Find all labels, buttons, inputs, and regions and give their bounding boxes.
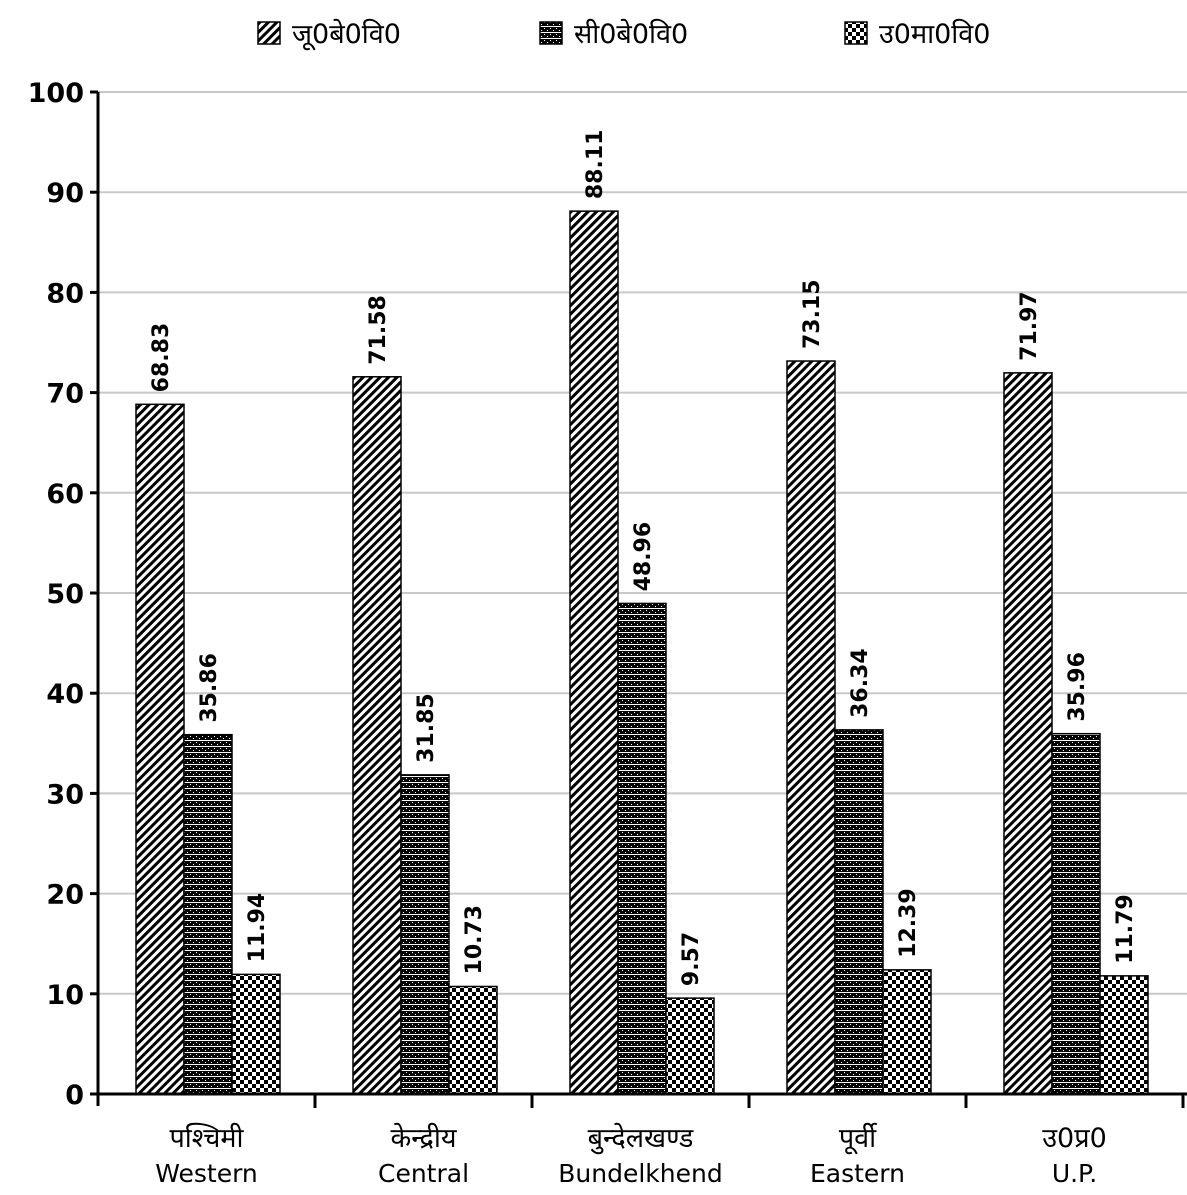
data-label: 88.11 <box>583 130 608 200</box>
bar <box>400 774 450 1095</box>
legend-swatch <box>844 21 868 45</box>
y-tick-label: 40 <box>46 679 84 710</box>
data-label: 35.96 <box>1065 652 1090 722</box>
data-label: 68.83 <box>149 323 174 393</box>
y-tick-label: 10 <box>46 980 84 1011</box>
category-label-hindi: बुन्देलखण्ड <box>588 1122 694 1155</box>
data-label: 11.79 <box>1113 894 1138 964</box>
legend-label: सी0बे0वि0 <box>574 18 688 50</box>
y-tick-label: 50 <box>46 579 84 610</box>
bar <box>231 973 281 1095</box>
category-label-english: Western <box>155 1159 258 1188</box>
legend: जू0बे0वि0 सी0बे0वि0 उ0मा0वि0 <box>257 18 990 51</box>
data-label: 48.96 <box>631 522 656 592</box>
category-label-english: Eastern <box>810 1159 905 1188</box>
bar <box>1099 975 1149 1095</box>
legend-label: उ0मा0वि0 <box>879 18 990 50</box>
legend-swatch <box>539 21 563 45</box>
category-label-english: Central <box>378 1159 469 1188</box>
bar <box>569 210 619 1095</box>
data-label: 11.94 <box>245 893 270 963</box>
bar <box>1003 372 1053 1095</box>
y-tick-label: 60 <box>46 479 84 510</box>
data-label: 9.57 <box>679 932 704 986</box>
bar <box>617 602 667 1095</box>
bar <box>665 997 715 1095</box>
category-label-hindi: केन्द्रीय <box>390 1122 457 1154</box>
data-label: 31.85 <box>414 693 439 763</box>
category-label-hindi: उ0प्र0 <box>1042 1123 1107 1154</box>
bar <box>882 969 932 1095</box>
bar <box>1051 732 1101 1095</box>
gridlines <box>98 91 1187 995</box>
data-label: 36.34 <box>848 648 873 718</box>
bar <box>786 360 836 1095</box>
y-tick-label: 20 <box>46 880 84 911</box>
data-label: 73.15 <box>800 279 825 349</box>
axes: 0 10 20 30 40 50 60 70 80 90 100 पश्चिमी Western केन्… <box>28 78 1187 1188</box>
bar <box>352 376 402 1095</box>
legend-label: जू0बे0वि0 <box>292 18 401 51</box>
y-tick-label: 0 <box>65 1080 84 1111</box>
bars <box>135 210 1149 1095</box>
y-tick-label: 90 <box>46 178 84 209</box>
category-label-hindi: पश्चिमी <box>169 1122 244 1154</box>
y-tick-label: 100 <box>28 78 84 109</box>
category-label-english: Bundelkhend <box>558 1159 722 1188</box>
data-labels: 68.83 71.58 88.11 73.15 71.97 35.86 31.85 48.96… <box>149 130 1138 987</box>
bar <box>135 403 185 1095</box>
bar <box>448 985 498 1095</box>
y-tick-label: 80 <box>46 278 84 309</box>
data-label: 71.97 <box>1017 291 1042 361</box>
bar <box>183 733 233 1095</box>
data-label: 12.39 <box>896 888 921 958</box>
data-label: 35.86 <box>197 653 222 723</box>
y-tick-label: 30 <box>46 779 84 810</box>
y-tick-label: 70 <box>46 379 84 410</box>
bar <box>834 729 884 1095</box>
legend-swatch <box>257 21 281 45</box>
category-label-english: U.P. <box>1052 1159 1097 1188</box>
data-label: 71.58 <box>366 295 391 365</box>
category-label-hindi: पूर्वी <box>839 1122 878 1155</box>
data-label: 10.73 <box>462 905 487 975</box>
